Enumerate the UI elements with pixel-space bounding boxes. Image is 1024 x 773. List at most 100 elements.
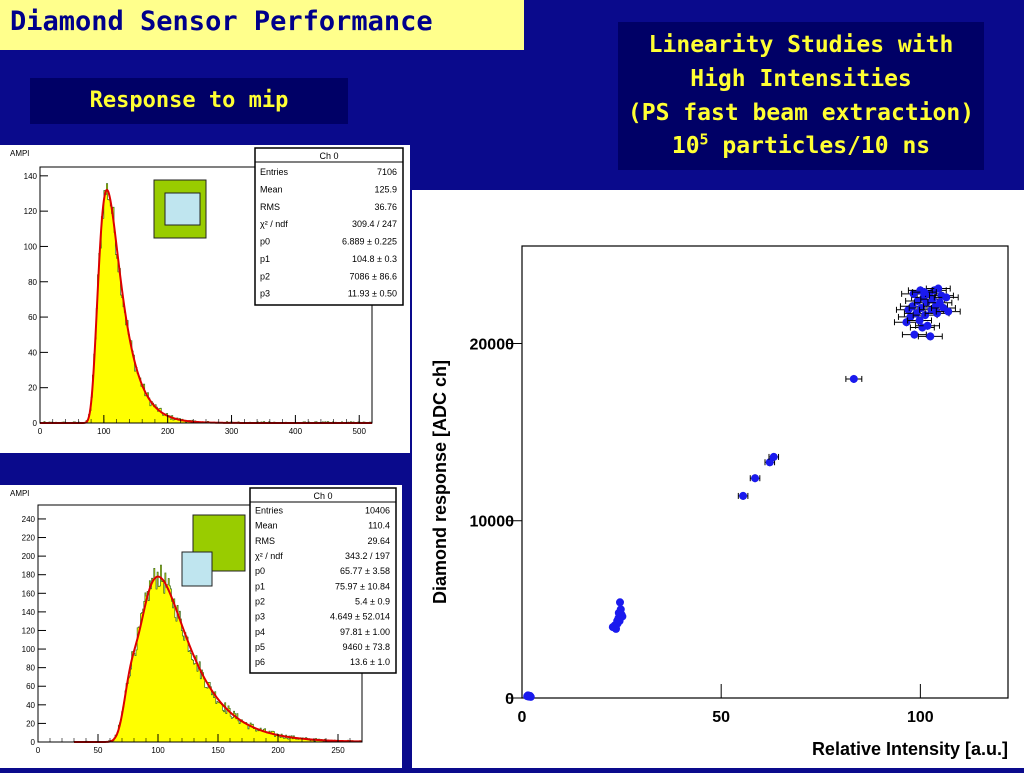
stats-label: p0: [255, 566, 265, 576]
data-point: [769, 452, 778, 461]
linearity-chart-svg: 0 50 100 0 10000 20000 Relative Intensity [a.u…: [430, 245, 1009, 759]
x-tick-label: 0: [36, 746, 41, 755]
stats-label: p5: [255, 642, 265, 652]
y-tick-label: 160: [22, 589, 36, 598]
histogram-2-svg: 0 50 100 150 200 250 0 20 40 60 80 100 120 140 160 180 2…: [10, 487, 397, 755]
particles-line: 105 particles/10 ns: [618, 130, 984, 159]
y-tick-label: 180: [22, 571, 36, 580]
y-tick-label: 40: [28, 348, 37, 357]
stats-value: 5.4 ± 0.9: [355, 596, 390, 606]
y-tick-label: 20000: [470, 336, 515, 353]
title-box: Diamond Sensor Performance: [0, 0, 524, 50]
data-point: [849, 374, 858, 383]
stats-label: χ² / ndf: [260, 219, 288, 229]
stats-label: Mean: [260, 184, 283, 194]
stats-label: p4: [255, 627, 265, 637]
particles-rest: particles/10 ns: [708, 133, 931, 159]
y-tick-label: 140: [24, 172, 38, 181]
data-point: [926, 332, 935, 341]
stats-label: χ² / ndf: [255, 551, 283, 561]
stats-label: p1: [255, 581, 265, 591]
y-tick-label: 120: [22, 626, 36, 635]
stats-box: [254, 147, 404, 306]
sensor-blue-icon: [164, 192, 201, 226]
stats-title: Ch 0: [319, 151, 338, 161]
y-tick-label: 0: [505, 691, 514, 708]
stats-value: 65.77 ± 3.58: [340, 566, 390, 576]
stats-label: p6: [255, 657, 265, 667]
y-tick-label: 10000: [470, 514, 515, 531]
y-tick-label: 0: [33, 419, 38, 428]
particles-exponent: 5: [699, 130, 709, 149]
y-tick-label: 60: [28, 313, 37, 322]
x-tick-label: 50: [94, 746, 103, 755]
data-point: [942, 293, 951, 302]
stats-value: 75.97 ± 10.84: [335, 581, 390, 591]
y-tick-label: 0: [31, 738, 36, 747]
data-point: [906, 312, 915, 321]
y-tick-label: 80: [26, 664, 35, 673]
stats-value: 4.649 ± 52.014: [330, 612, 390, 622]
stats-label: p3: [255, 612, 265, 622]
stats-value: 104.8 ± 0.3: [352, 254, 397, 264]
x-tick-label: 400: [289, 427, 303, 436]
data-point: [613, 616, 622, 625]
stats-value: 36.76: [374, 202, 397, 212]
y-tick-label: 240: [22, 515, 36, 524]
y-tick-label: 40: [26, 701, 35, 710]
y-tick-label: 100: [24, 242, 38, 251]
histogram-1-svg: 0 100 200 300 400 500 0 20 40 60 80 100 120 140 AMPl Ch…: [10, 147, 404, 436]
x-tick-label: 250: [331, 746, 345, 755]
x-tick-label: 150: [211, 746, 225, 755]
histogram-panel-2: 0 50 100 150 200 250 0 20 40 60 80 100 120 140 160 180 2…: [0, 485, 402, 768]
stats-label: Entries: [260, 167, 289, 177]
data-point: [739, 491, 748, 500]
y-axis-label: AMPl: [10, 489, 29, 498]
x-tick-label: 50: [712, 709, 730, 726]
y-axis-title: Diamond response [ADC ch]: [430, 360, 450, 604]
data-point: [751, 474, 760, 483]
y-axis-label: AMPl: [10, 149, 29, 158]
x-tick-label: 100: [151, 746, 165, 755]
stats-value: 6.889 ± 0.225: [342, 237, 397, 247]
linearity-line-2: High Intensities: [690, 66, 912, 92]
y-tick-label: 200: [22, 552, 36, 561]
stats-label: RMS: [260, 202, 280, 212]
stats-value: 343.2 / 197: [345, 551, 390, 561]
mip-label-box: Response to mip: [30, 78, 348, 124]
x-tick-label: 100: [97, 427, 111, 436]
x-tick-label: 200: [161, 427, 175, 436]
x-tick-label: 100: [907, 709, 934, 726]
y-tick-label: 140: [22, 608, 36, 617]
data-point: [915, 316, 924, 325]
stats-label: p1: [260, 254, 270, 264]
y-tick-label: 220: [22, 534, 36, 543]
slide-title: Diamond Sensor Performance: [10, 6, 433, 37]
data-point: [910, 330, 919, 339]
stats-value: 97.81 ± 1.00: [340, 627, 390, 637]
stats-box: [249, 487, 397, 674]
stats-value: 7106: [377, 167, 397, 177]
linearity-line-1: Linearity Studies with: [648, 32, 954, 58]
linearity-line-3: (PS fast beam extraction): [627, 100, 975, 126]
data-point: [944, 307, 953, 316]
stats-value: 7086 ± 86.6: [350, 271, 397, 281]
stats-value: 10406: [365, 505, 390, 515]
y-tick-label: 60: [26, 682, 35, 691]
stats-title: Ch 0: [313, 491, 332, 501]
y-tick-label: 80: [28, 278, 37, 287]
y-tick-label: 20: [28, 384, 37, 393]
y-tick-label: 100: [22, 645, 36, 654]
linearity-box: Linearity Studies with High Intensities …: [618, 22, 984, 170]
y-tick-label: 20: [26, 719, 35, 728]
data-point: [909, 289, 918, 298]
x-tick-label: 200: [271, 746, 285, 755]
data-point: [526, 692, 535, 701]
data-point: [615, 598, 624, 607]
x-tick-label: 0: [518, 709, 527, 726]
stats-label: p0: [260, 237, 270, 247]
x-tick-label: 0: [38, 427, 43, 436]
x-tick-label: 500: [353, 427, 367, 436]
histogram-panel-1: 0 100 200 300 400 500 0 20 40 60 80 100 120 140 AMPl Ch…: [0, 145, 410, 453]
stats-label: Mean: [255, 521, 278, 531]
